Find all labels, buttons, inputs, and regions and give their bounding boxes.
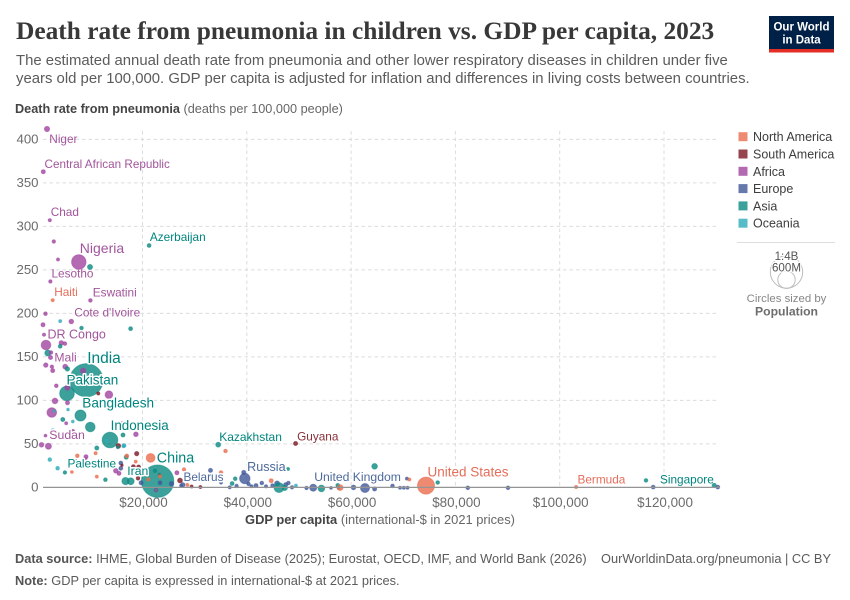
svg-text:Iran: Iran bbox=[127, 464, 148, 478]
svg-text:OurWorldinData.org/pneumonia |: OurWorldinData.org/pneumonia | CC BY bbox=[601, 551, 831, 566]
svg-text:North America: North America bbox=[753, 130, 832, 144]
svg-text:The estimated annual death rat: The estimated annual death rate from pne… bbox=[16, 53, 728, 69]
svg-text:Note: GDP per capita is expres: Note: GDP per capita is expressed in int… bbox=[15, 573, 400, 588]
svg-text:Population: Population bbox=[755, 305, 818, 319]
svg-text:350: 350 bbox=[16, 175, 38, 190]
svg-text:100: 100 bbox=[16, 393, 38, 408]
svg-text:400: 400 bbox=[16, 132, 38, 147]
svg-text:in Data: in Data bbox=[782, 35, 821, 47]
svg-text:Data source: IHME, Global Burd: Data source: IHME, Global Burden of Dise… bbox=[15, 551, 587, 566]
svg-text:Russia: Russia bbox=[247, 460, 286, 474]
svg-text:$80,000: $80,000 bbox=[432, 495, 480, 510]
svg-text:200: 200 bbox=[16, 306, 38, 321]
svg-text:Singapore: Singapore bbox=[660, 473, 714, 487]
svg-text:$120,000: $120,000 bbox=[637, 495, 693, 510]
svg-text:Bermuda: Bermuda bbox=[578, 472, 626, 486]
svg-text:Central African Republic: Central African Republic bbox=[45, 158, 171, 171]
svg-text:Pakistan: Pakistan bbox=[67, 372, 119, 387]
svg-text:Sudan: Sudan bbox=[49, 428, 85, 442]
svg-text:Death rate from pneumonia (dea: Death rate from pneumonia (deaths per 10… bbox=[15, 102, 343, 116]
svg-text:150: 150 bbox=[16, 349, 38, 364]
svg-text:Indonesia: Indonesia bbox=[111, 418, 170, 433]
svg-text:India: India bbox=[87, 350, 121, 367]
svg-text:Kazakhstan: Kazakhstan bbox=[219, 430, 282, 444]
svg-text:Chad: Chad bbox=[51, 205, 79, 219]
svg-text:South America: South America bbox=[753, 148, 834, 162]
svg-text:Oceania: Oceania bbox=[753, 217, 800, 231]
svg-text:300: 300 bbox=[16, 219, 38, 234]
svg-text:$40,000: $40,000 bbox=[224, 495, 272, 510]
svg-text:years old per 100,000. GDP per: years old per 100,000. GDP per capita is… bbox=[16, 71, 750, 87]
svg-text:0: 0 bbox=[31, 480, 38, 495]
svg-text:Nigeria: Nigeria bbox=[80, 240, 125, 256]
svg-text:1:4B: 1:4B bbox=[775, 250, 799, 263]
svg-text:GDP per capita (international-: GDP per capita (international-$ in 2021 … bbox=[245, 512, 515, 527]
svg-text:Europe: Europe bbox=[753, 182, 793, 196]
svg-text:United States: United States bbox=[428, 465, 509, 480]
svg-text:Africa: Africa bbox=[753, 165, 785, 179]
svg-text:Palestine: Palestine bbox=[68, 456, 117, 470]
svg-text:Azerbaijan: Azerbaijan bbox=[150, 230, 206, 244]
svg-text:50: 50 bbox=[24, 436, 39, 451]
svg-text:Haiti: Haiti bbox=[54, 285, 78, 299]
svg-text:Eswatini: Eswatini bbox=[93, 285, 137, 299]
svg-text:Guyana: Guyana bbox=[297, 430, 339, 444]
svg-text:250: 250 bbox=[16, 262, 38, 277]
svg-text:Asia: Asia bbox=[753, 199, 777, 213]
svg-text:Our World: Our World bbox=[773, 22, 829, 34]
svg-text:Belarus: Belarus bbox=[184, 470, 224, 484]
svg-text:$100,000: $100,000 bbox=[533, 495, 589, 510]
svg-text:DR Congo: DR Congo bbox=[48, 327, 106, 341]
svg-text:Bangladesh: Bangladesh bbox=[82, 395, 154, 410]
svg-text:$60,000: $60,000 bbox=[328, 495, 376, 510]
svg-text:Circles sized by: Circles sized by bbox=[747, 293, 827, 305]
svg-text:600M: 600M bbox=[772, 261, 801, 274]
svg-text:Cote d'Ivoire: Cote d'Ivoire bbox=[74, 306, 140, 320]
svg-text:$20,000: $20,000 bbox=[119, 495, 167, 510]
svg-text:Niger: Niger bbox=[49, 132, 77, 146]
svg-text:United Kingdom: United Kingdom bbox=[314, 470, 401, 484]
svg-text:Mali: Mali bbox=[54, 351, 76, 365]
svg-text:Lesotho: Lesotho bbox=[52, 267, 94, 281]
svg-text:Death rate from pneumonia in c: Death rate from pneumonia in children vs… bbox=[16, 17, 714, 45]
svg-text:China: China bbox=[157, 451, 194, 467]
